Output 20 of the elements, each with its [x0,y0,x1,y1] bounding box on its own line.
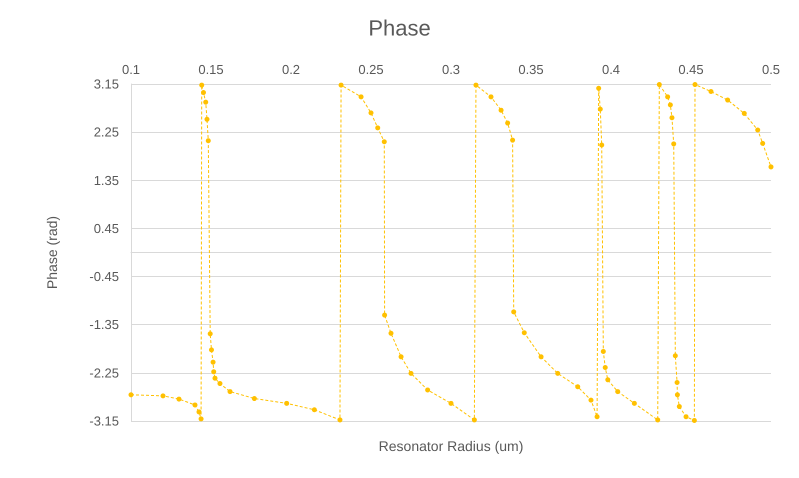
x-tick-label: 0.15 [198,62,224,77]
x-tick-label: 0.4 [602,62,620,77]
x-tick-label: 0.25 [358,62,384,77]
x-tick-label: 0.1 [122,62,140,77]
y-tick-label: -3.15 [89,414,119,428]
y-tick-label: 0.45 [94,220,119,236]
y-tick-label: 2.25 [94,124,119,140]
y-tick-label: -0.45 [89,269,119,284]
x-tick-label: 0.2 [282,62,300,77]
x-tick-label: 0.3 [442,62,460,77]
y-tick-label: 1.35 [94,172,119,188]
x-tick-label: 0.5 [762,62,780,77]
x-tick-label: 0.35 [518,62,544,77]
y-tick-label: -2.25 [89,365,119,380]
x-axis-title: Resonator Radius (um) [378,438,524,454]
chart-title: Phase [368,16,431,40]
y-tick-label: -1.35 [89,317,119,332]
y-tick-label: 3.15 [94,76,119,92]
x-tick-label: 0.45 [678,62,704,77]
y-axis-title: Phase (rad) [44,216,60,290]
